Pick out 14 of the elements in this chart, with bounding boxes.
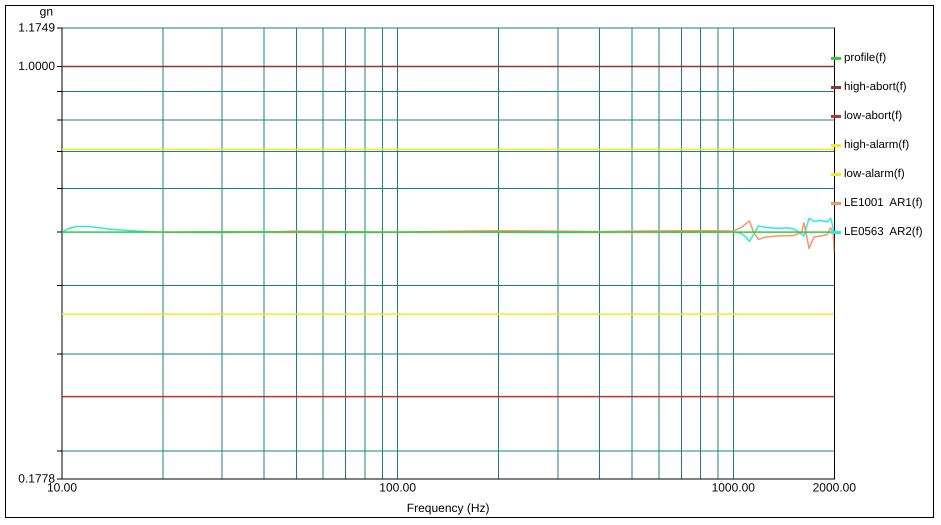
series-label: LE0563 AR2(f)	[844, 225, 923, 240]
legend-label: high-abort(f)	[844, 80, 907, 95]
legend-label: high-alarm(f)	[844, 138, 910, 153]
legend-label: low-alarm(f)	[844, 167, 905, 182]
legend-label: LE1001 AR1(f)	[844, 196, 923, 211]
y-tick-label: 1.0000	[18, 58, 56, 73]
x-tick-label: 100.00	[379, 480, 416, 495]
legend-label: low-abort(f)	[844, 109, 902, 124]
y-axis-title: gn	[40, 4, 53, 18]
x-tick-label: 1000.00	[712, 480, 756, 495]
x-axis-title: Frequency (Hz)	[406, 501, 490, 516]
legend-label: profile(f)	[844, 51, 886, 66]
x-tick-label: 2000.00	[812, 480, 856, 495]
y-tick-label: 1.1749	[18, 20, 56, 34]
